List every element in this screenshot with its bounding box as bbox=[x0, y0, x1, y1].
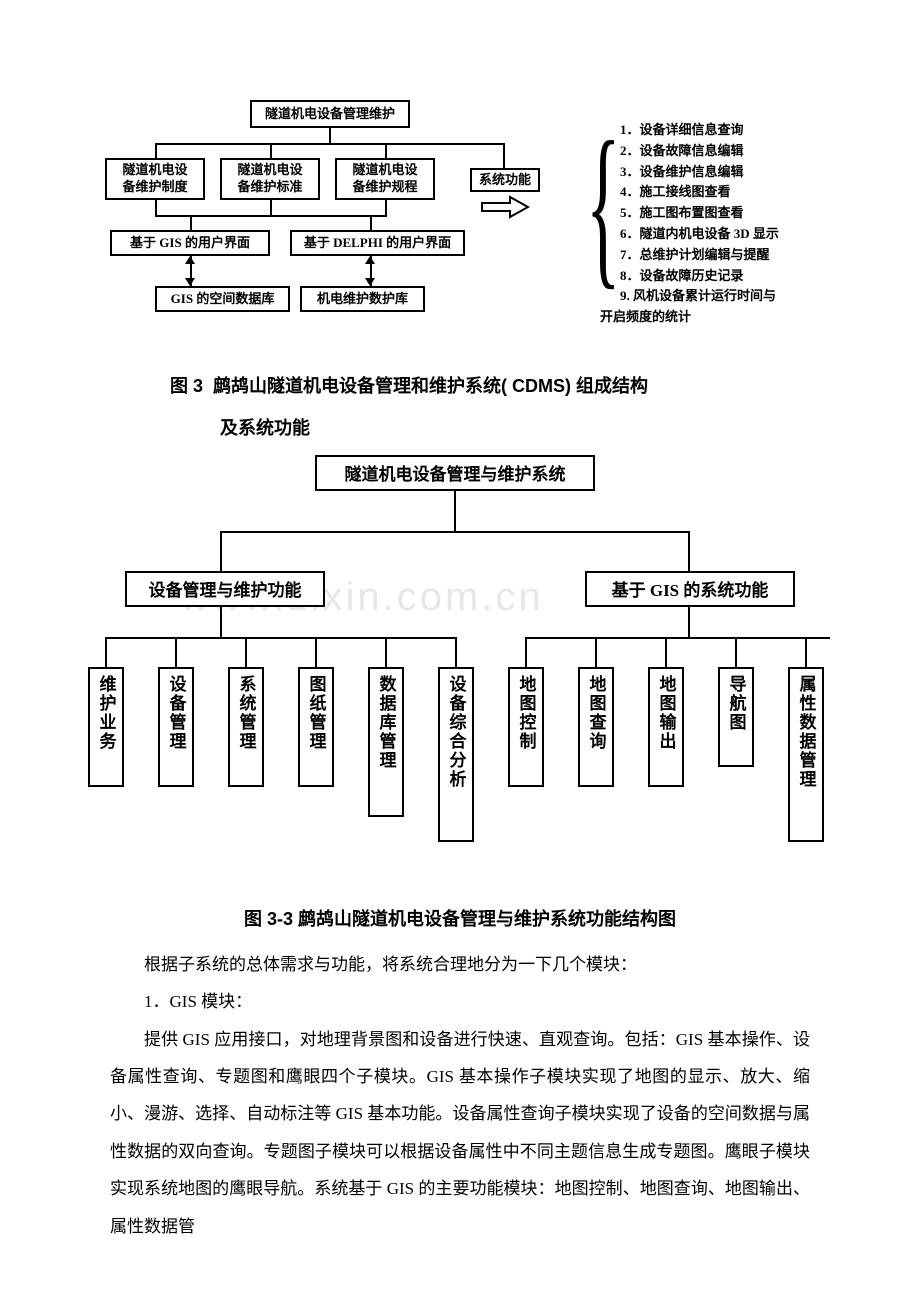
d2-leaf-8: 地图查询 bbox=[578, 667, 614, 787]
connector bbox=[155, 200, 157, 215]
connector bbox=[688, 607, 690, 637]
connector bbox=[525, 637, 830, 639]
d2-leaf-7: 地图控制 bbox=[508, 667, 544, 787]
feature-item: 4．施工接线图查看 bbox=[620, 182, 779, 203]
brace-icon: { bbox=[586, 115, 621, 295]
connector bbox=[455, 637, 457, 667]
connector bbox=[220, 531, 690, 533]
d2-leaf-5: 数据库管理 bbox=[368, 667, 404, 817]
caption-prefix: 图 3 bbox=[170, 376, 203, 396]
connector bbox=[805, 637, 807, 667]
caption-main: 鹧鸪山隧道机电设备管理和维护系统( CDMS) 组成结构 bbox=[213, 376, 648, 396]
connector bbox=[270, 143, 272, 158]
connector bbox=[665, 637, 667, 667]
connector bbox=[454, 491, 456, 531]
d1-r2-2: 隧道机电设 备维护标准 bbox=[220, 158, 320, 200]
paragraph-2: 1．GIS 模块： bbox=[110, 983, 810, 1020]
connector bbox=[735, 637, 737, 667]
figure-3-caption: 图 3 鹧鸪山隧道机电设备管理和维护系统( CDMS) 组成结构 bbox=[170, 370, 860, 402]
diagram-1: 隧道机电设备管理维护 隧道机电设 备维护制度 隧道机电设 备维护标准 隧道机电设… bbox=[70, 100, 850, 360]
d2-leaf-2: 设备管理 bbox=[158, 667, 194, 787]
figure-3-caption-sub: 及系统功能 bbox=[220, 412, 860, 444]
connector bbox=[385, 637, 387, 667]
d2-leaf-9: 地图输出 bbox=[648, 667, 684, 787]
connector bbox=[190, 215, 192, 230]
d2-leaf-1: 维护业务 bbox=[88, 667, 124, 787]
arrow-down-icon bbox=[185, 278, 195, 286]
connector bbox=[105, 637, 107, 667]
feature-item: 6．隧道内机电设备 3D 显示 bbox=[620, 224, 779, 245]
arrow-up-icon bbox=[185, 256, 195, 264]
body-text: 根据子系统的总体需求与功能，将系统合理地分为一下几个模块： 1．GIS 模块： … bbox=[60, 946, 860, 1245]
connector bbox=[329, 128, 331, 143]
connector bbox=[220, 531, 222, 571]
d2-top-box: 隧道机电设备管理与维护系统 bbox=[315, 455, 595, 491]
connector bbox=[105, 637, 455, 639]
feature-item: 2．设备故障信息编辑 bbox=[620, 141, 779, 162]
feature-item: 1．设备详细信息查询 bbox=[620, 120, 779, 141]
feature-item: 7．总维护计划编辑与提醒 bbox=[620, 245, 779, 266]
connector bbox=[595, 637, 597, 667]
connector bbox=[270, 200, 272, 215]
feature-item: 开启频度的统计 bbox=[600, 307, 779, 328]
paragraph-1: 根据子系统的总体需求与功能，将系统合理地分为一下几个模块： bbox=[110, 946, 810, 983]
connector bbox=[503, 143, 505, 168]
feature-item: 9. 风机设备累计运行时间与 bbox=[620, 286, 779, 307]
connector bbox=[220, 607, 222, 637]
d2-leaf-3: 系统管理 bbox=[228, 667, 264, 787]
feature-list: 1．设备详细信息查询 2．设备故障信息编辑 3．设备维护信息编辑 4．施工接线图… bbox=[620, 120, 779, 328]
figure-3-3-caption: 图 3-3 鹧鸪山隧道机电设备管理与维护系统功能结构图 bbox=[60, 905, 860, 931]
connector bbox=[155, 143, 505, 145]
d1-r4-2: 机电维护数护库 bbox=[300, 286, 425, 312]
connector bbox=[525, 637, 527, 667]
d1-r2-4: 系统功能 bbox=[470, 168, 540, 192]
feature-item: 8．设备故障历史记录 bbox=[620, 266, 779, 287]
d1-r3-2: 基于 DELPHI 的用户界面 bbox=[290, 230, 465, 256]
diagram-2: www.zixin.com.cn 隧道机电设备管理与维护系统 设备管理与维护功能… bbox=[80, 455, 840, 895]
connector bbox=[385, 143, 387, 158]
feature-item: 5．施工图布置图查看 bbox=[620, 203, 779, 224]
feature-item: 3．设备维护信息编辑 bbox=[620, 162, 779, 183]
d1-r2-3: 隧道机电设 备维护规程 bbox=[335, 158, 435, 200]
d1-r2-1: 隧道机电设 备维护制度 bbox=[105, 158, 205, 200]
connector bbox=[245, 637, 247, 667]
d1-r3-1: 基于 GIS 的用户界面 bbox=[110, 230, 270, 256]
d1-top-box: 隧道机电设备管理维护 bbox=[250, 100, 410, 128]
paragraph-3: 提供 GIS 应用接口，对地理背景图和设备进行快速、直观查询。包括：GIS 基本… bbox=[110, 1021, 810, 1245]
connector bbox=[688, 531, 690, 571]
d2-leaf-4: 图纸管理 bbox=[298, 667, 334, 787]
d2-leaf-11: 属性数据管理 bbox=[788, 667, 824, 842]
connector bbox=[175, 637, 177, 667]
arrow-down-icon bbox=[365, 278, 375, 286]
d2-mid-left: 设备管理与维护功能 bbox=[125, 571, 325, 607]
connector bbox=[155, 143, 157, 158]
connector bbox=[315, 637, 317, 667]
arrow-right-icon bbox=[480, 195, 530, 228]
connector bbox=[385, 200, 387, 215]
d1-r4-1: GIS 的空间数据库 bbox=[155, 286, 290, 312]
connector bbox=[370, 215, 372, 230]
d2-leaf-10: 导航图 bbox=[718, 667, 754, 767]
d2-leaf-6: 设备综合分析 bbox=[438, 667, 474, 842]
d2-mid-right: 基于 GIS 的系统功能 bbox=[585, 571, 795, 607]
arrow-up-icon bbox=[365, 256, 375, 264]
